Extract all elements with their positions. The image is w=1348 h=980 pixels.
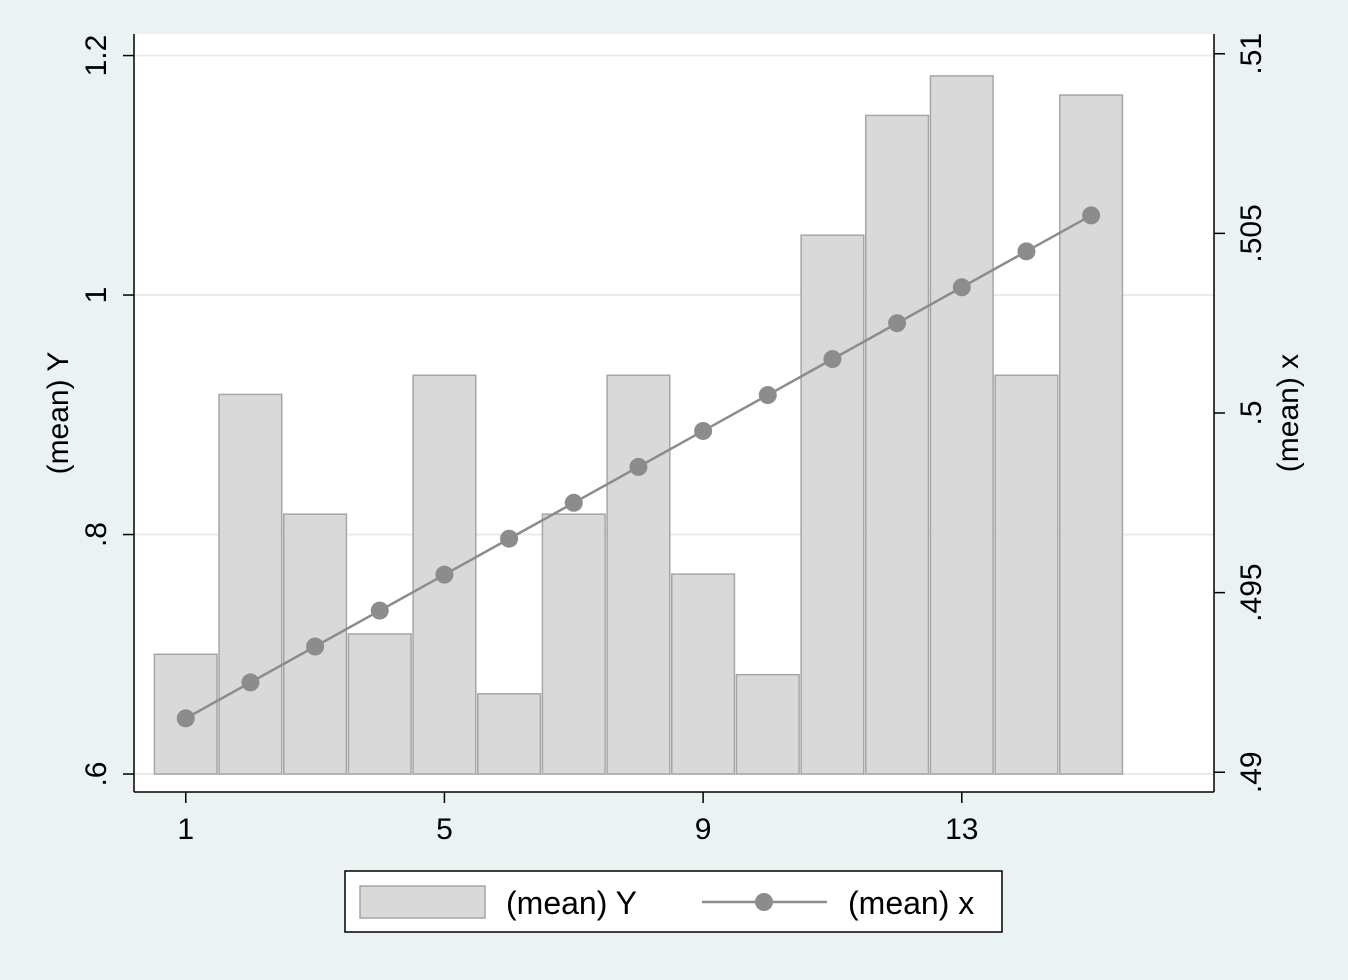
line-point	[1017, 242, 1036, 261]
bar	[929, 75, 994, 775]
bar	[477, 693, 542, 775]
y-right-tick-label: .495	[1235, 563, 1268, 621]
bar	[735, 673, 800, 775]
line-point	[241, 673, 260, 692]
y-axis-left-title: (mean) Y	[42, 352, 75, 475]
y-axis-right-title: (mean) x	[1272, 354, 1305, 472]
x-tick-label: 9	[695, 813, 712, 846]
y-right-tick-label: .5	[1235, 400, 1268, 425]
bar	[606, 374, 671, 775]
legend-marker-swatch	[755, 893, 773, 911]
line-point	[629, 457, 648, 476]
bar	[347, 633, 412, 775]
line-point	[306, 637, 325, 656]
axes: .6 .8 1 1.2 .49 .495 .5 .505 .51 1 5 9 13	[80, 33, 1268, 846]
legend-label-x: (mean) x	[848, 885, 974, 921]
line-point	[1082, 206, 1101, 225]
line-point	[952, 278, 971, 297]
line-point	[694, 421, 713, 440]
bar	[1059, 94, 1124, 775]
legend: (mean) Y (mean) x	[344, 870, 1003, 933]
legend-bar-swatch	[359, 885, 486, 919]
y-right-tick-label: .49	[1235, 751, 1268, 793]
x-tick-label: 13	[945, 813, 978, 846]
line-series	[176, 206, 1101, 728]
line-point	[758, 386, 777, 405]
y-left-tick-label: .8	[80, 522, 113, 547]
bar	[994, 374, 1059, 775]
legend-label-y: (mean) Y	[506, 885, 637, 921]
x-tick-label: 1	[177, 813, 194, 846]
y-right-tick-label: .51	[1235, 33, 1268, 75]
line-point	[500, 529, 519, 548]
line-point	[176, 709, 195, 728]
bar	[218, 393, 283, 775]
y-left-tick-label: 1	[80, 287, 113, 304]
y-right-tick-label: .505	[1235, 204, 1268, 262]
line-point	[564, 493, 583, 512]
y-left-tick-label: .6	[80, 762, 113, 787]
line-point	[888, 314, 907, 333]
bar	[800, 234, 865, 775]
x-tick-label: 5	[436, 813, 453, 846]
line-point	[823, 350, 842, 369]
line-point	[435, 565, 454, 584]
y-left-tick-label: 1.2	[80, 35, 113, 77]
bar	[865, 114, 930, 775]
line-point	[370, 601, 389, 620]
bar	[541, 513, 606, 775]
bar	[671, 573, 736, 775]
